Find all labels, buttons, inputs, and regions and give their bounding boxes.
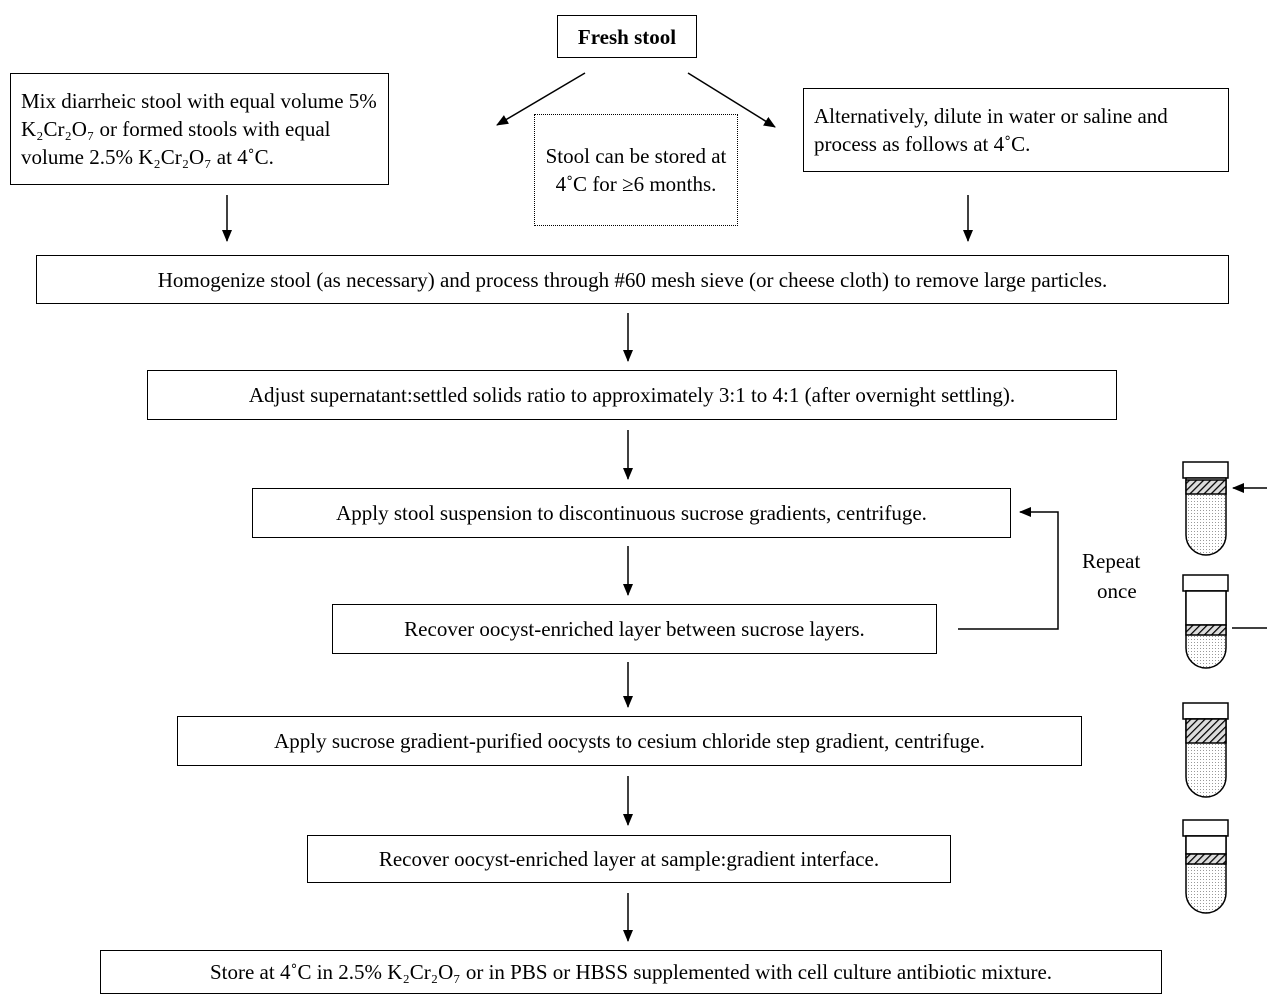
step-node: Alternatively, dilute in water or saline… — [803, 88, 1229, 172]
step-node: Adjust supernatant:settled solids ratio … — [147, 370, 1117, 420]
loop-label: Repeat — [1082, 549, 1140, 574]
tube — [1183, 462, 1228, 555]
step-node: Apply sucrose gradient-purified oocysts … — [177, 716, 1082, 766]
step-node: Apply stool suspension to discontinuous … — [252, 488, 1011, 538]
step-node: Recover oocyst-enriched layer at sample:… — [307, 835, 951, 883]
note-node: Stool can be stored at 4˚C for ≥6 months… — [534, 114, 738, 226]
tube — [1183, 575, 1228, 668]
step-node: Homogenize stool (as necessary) and proc… — [36, 255, 1229, 304]
step-node: Recover oocyst-enriched layer between su… — [332, 604, 937, 654]
tube — [1183, 820, 1228, 913]
step-node: Mix diarrheic stool with equal volume 5%… — [10, 73, 389, 185]
start-node: Fresh stool — [557, 15, 697, 58]
loop-label: once — [1097, 579, 1137, 604]
tubes — [1183, 462, 1228, 913]
page: Fresh stool Mix diarrheic stool with equ… — [0, 0, 1267, 994]
end-node: Store at 4˚C in 2.5% K₂Cr₂O₇ or in PBS o… — [100, 950, 1162, 994]
tube — [1183, 703, 1228, 797]
